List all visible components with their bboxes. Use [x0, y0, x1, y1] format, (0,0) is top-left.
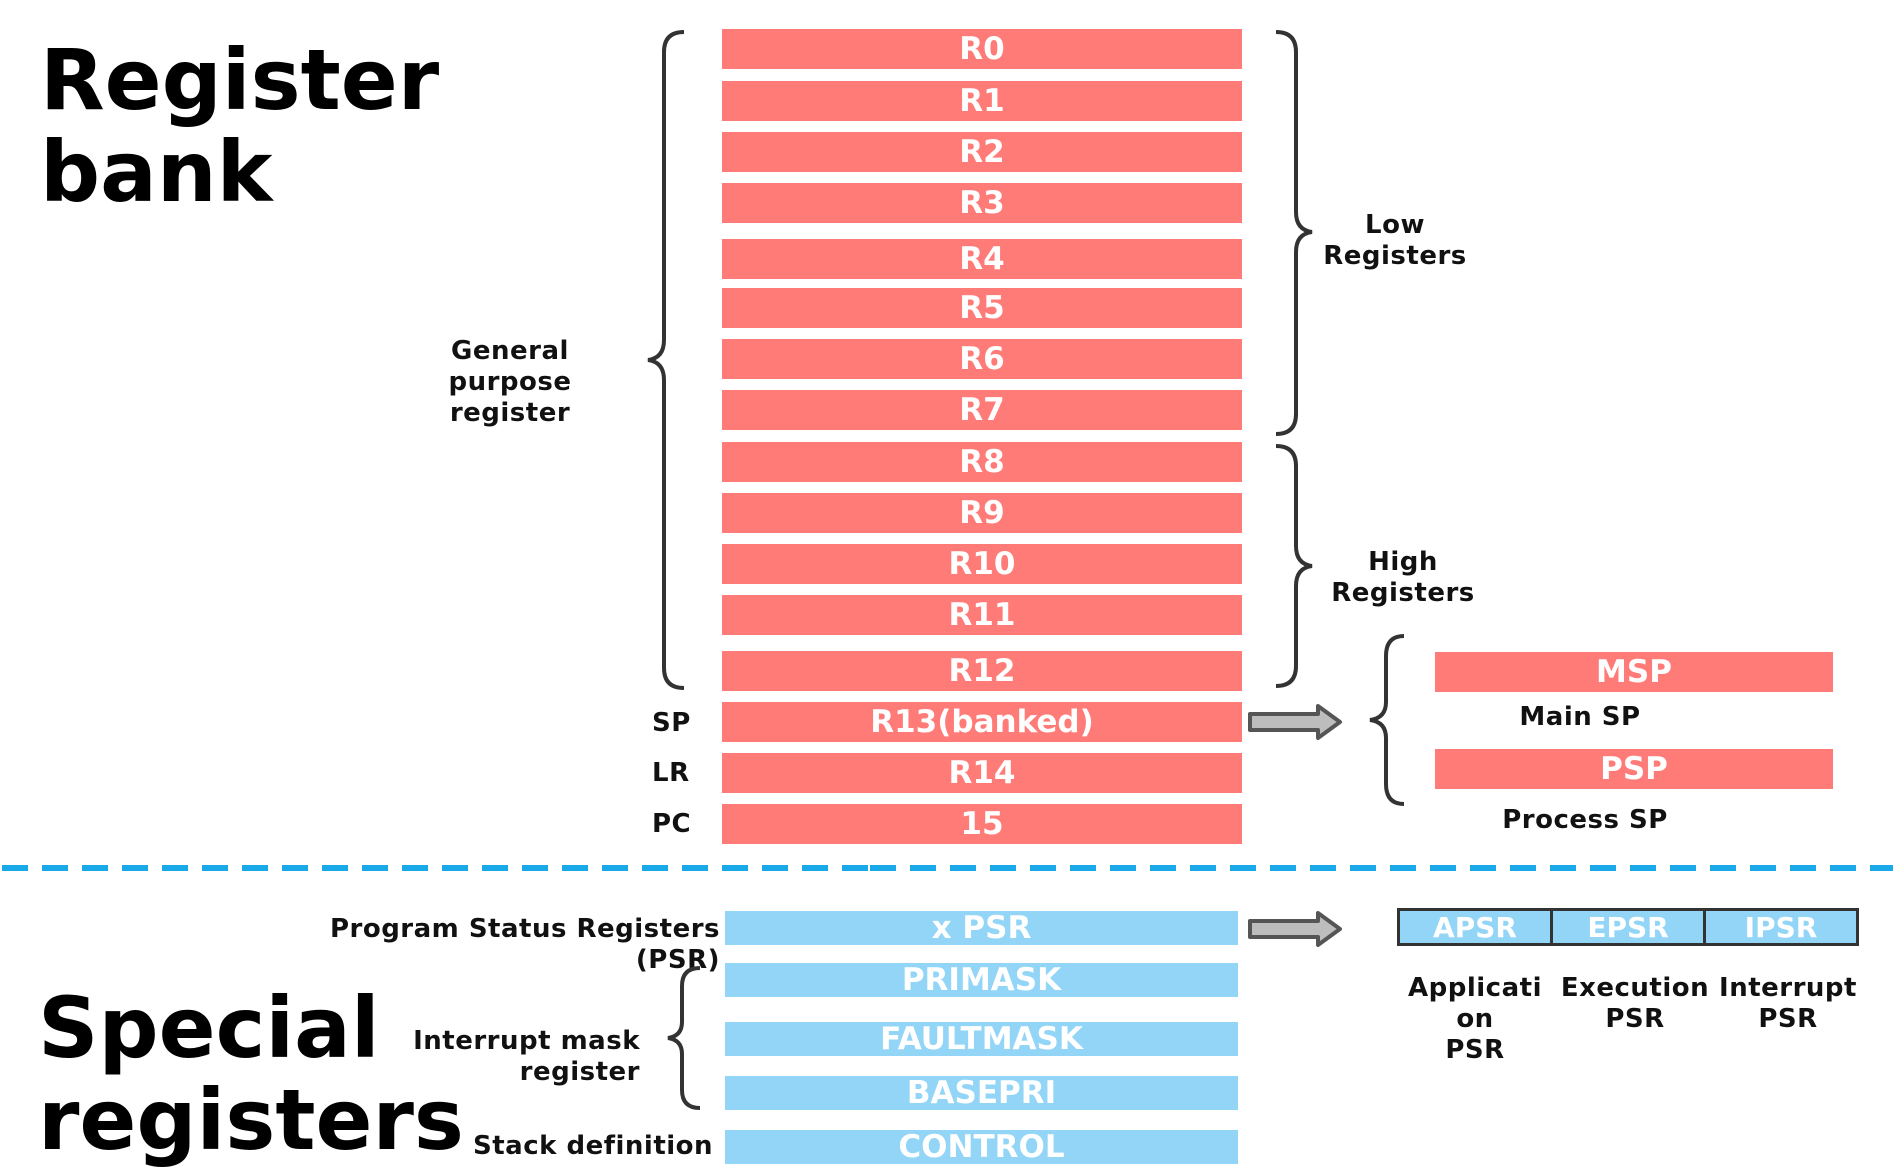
register-r9: R9 — [722, 493, 1242, 533]
sp-label: SP — [652, 708, 691, 738]
register-msp: MSP — [1435, 652, 1833, 692]
register-bank-title: Register bank — [40, 31, 440, 221]
psr-ipsr: IPSR — [1744, 910, 1818, 944]
sp-arrow-icon — [1248, 704, 1342, 740]
process-sp-caption: Process SP — [1502, 805, 1668, 835]
main-sp-caption: Main SP — [1519, 702, 1641, 732]
stack-definition-label: Stack definition — [473, 1131, 714, 1161]
general-purpose-label: General purpose register — [448, 336, 572, 428]
psr-apsr: APSR — [1400, 911, 1553, 944]
ipsr-caption: Interrupt PSR — [1719, 973, 1857, 1034]
register-faultmask: FAULTMASK — [725, 1021, 1238, 1057]
register-r3: R3 — [722, 183, 1242, 223]
psr-label: Program Status Registers (PSR) — [329, 914, 720, 975]
register-control: CONTROL — [725, 1129, 1238, 1165]
general-purpose-brace — [647, 30, 685, 690]
lr-label: LR — [652, 758, 690, 788]
interrupt-mask-label: Interrupt mask register — [413, 1026, 640, 1087]
psr-epsr: EPSR — [1553, 911, 1706, 944]
register-r0: R0 — [722, 29, 1242, 69]
interrupt-mask-brace — [667, 966, 701, 1110]
low-registers-brace — [1275, 30, 1313, 436]
register-r10: R10 — [722, 544, 1242, 584]
register-primask: PRIMASK — [725, 962, 1238, 998]
register-r4: R4 — [722, 239, 1242, 279]
register-r11: R11 — [722, 595, 1242, 635]
high-registers-brace — [1275, 444, 1313, 688]
register-basepri: BASEPRI — [725, 1075, 1238, 1111]
register-r7: R7 — [722, 390, 1242, 430]
apsr-caption: Applicati on PSR — [1408, 973, 1542, 1065]
register-r13-banked: R13(banked) — [722, 702, 1242, 742]
high-registers-label: High Registers — [1331, 547, 1475, 608]
sp-banked-brace — [1369, 634, 1405, 806]
register-r5: R5 — [722, 288, 1242, 328]
register-r2: R2 — [722, 132, 1242, 172]
psr-breakdown: APSR EPSR IPSR — [1397, 908, 1859, 946]
low-registers-label: Low Registers — [1323, 210, 1467, 271]
epsr-caption: Execution PSR — [1560, 973, 1710, 1034]
register-r15: 15 — [722, 804, 1242, 844]
register-xpsr: x PSR — [725, 910, 1238, 946]
register-r12: R12 — [722, 651, 1242, 691]
register-r8: R8 — [722, 442, 1242, 482]
register-r1: R1 — [722, 81, 1242, 121]
special-registers-title: Special registers — [38, 979, 464, 1169]
psr-arrow-icon — [1248, 911, 1342, 947]
register-r14: R14 — [722, 753, 1242, 793]
pc-label: PC — [652, 809, 692, 839]
register-r6: R6 — [722, 339, 1242, 379]
register-psp: PSP — [1435, 749, 1833, 789]
